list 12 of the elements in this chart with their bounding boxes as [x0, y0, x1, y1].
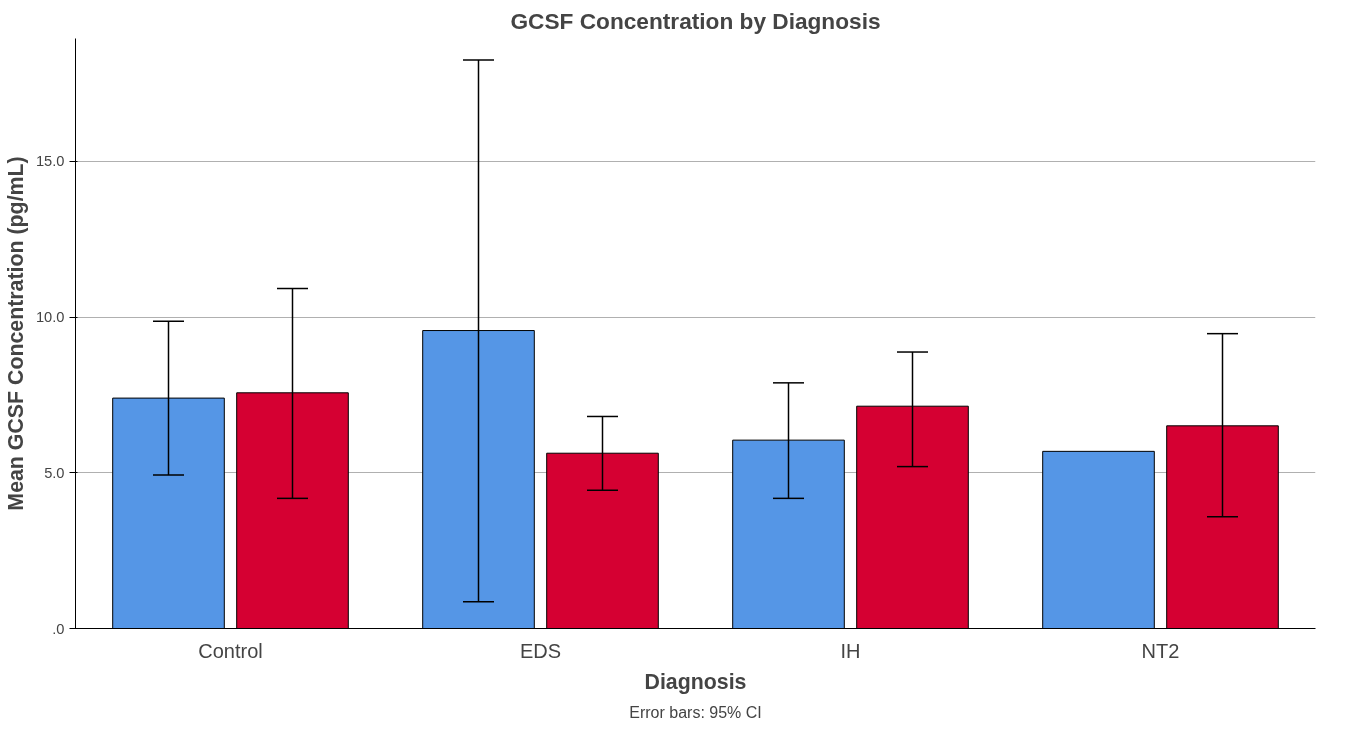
x-tick-label: IH	[840, 639, 861, 662]
x-tick-label: Control	[198, 639, 263, 662]
y-tick-label: 10.0	[35, 309, 65, 326]
x-tick-label: EDS	[519, 639, 562, 662]
y-axis-title: Mean GCSF Concentration (pg/mL)	[3, 156, 28, 511]
y-tick-label: 5.0	[44, 464, 65, 481]
x-axis-title: Diagnosis	[644, 669, 747, 694]
x-tick-label: NT2	[1141, 639, 1180, 662]
y-tick-label: 15.0	[35, 153, 65, 170]
chart-title: GCSF Concentration by Diagnosis	[510, 7, 881, 34]
y-tick-label: .0	[52, 620, 65, 637]
text: Error bars: 95% CI	[629, 703, 762, 721]
